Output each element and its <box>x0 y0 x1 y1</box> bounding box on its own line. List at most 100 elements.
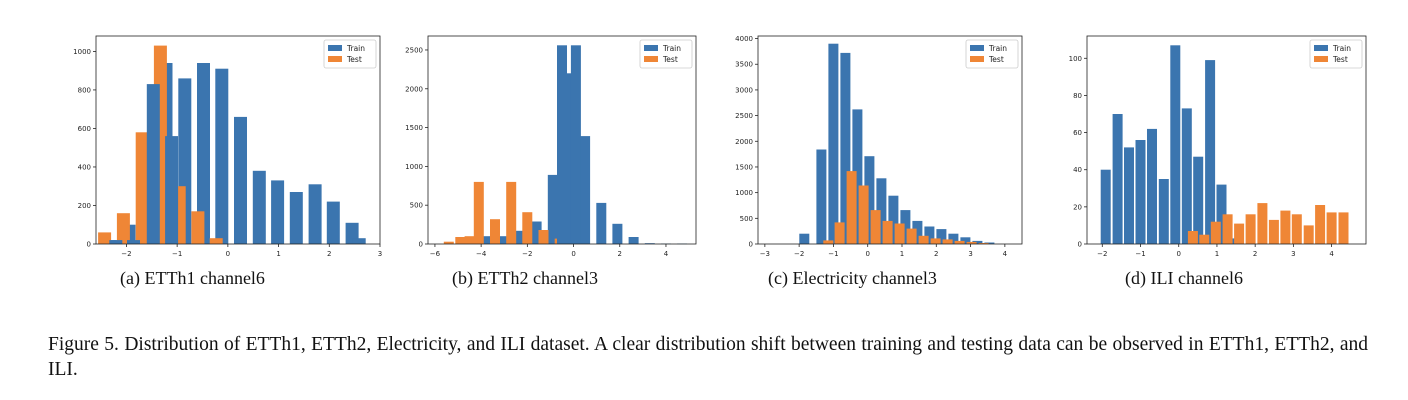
train-bar <box>146 84 160 244</box>
train-bar <box>563 73 574 244</box>
train-bar <box>816 149 827 244</box>
train-bar <box>1170 45 1181 244</box>
train-bar <box>483 236 494 244</box>
train-bar <box>1193 156 1204 244</box>
y-tick-label: 60 <box>1073 129 1082 137</box>
legend-test-swatch <box>970 56 984 62</box>
test-bar <box>455 237 466 244</box>
chart-panel-2: −3 −2 −1 0 1 2 3 4 0 500 1000 1500 2000 2500 3000 3500 4… <box>735 35 1023 258</box>
test-bar <box>464 236 475 244</box>
x-tick-label: 1 <box>900 250 904 258</box>
test-bar <box>918 235 929 244</box>
legend-test-swatch <box>1314 56 1328 62</box>
legend-train-swatch <box>644 45 658 51</box>
y-tick-label: 500 <box>410 202 423 210</box>
x-tick-label: −2 <box>522 250 532 258</box>
legend-train-swatch <box>1314 45 1328 51</box>
panel-caption-c: (c) Electricity channel3 <box>768 268 937 288</box>
x-tick-label: 2 <box>1253 250 1257 258</box>
x-tick-label: −1 <box>172 250 182 258</box>
test-bar <box>1315 205 1326 244</box>
test-bar <box>894 223 905 244</box>
test-bar <box>98 232 112 244</box>
train-bar <box>580 136 591 244</box>
train-bar <box>234 116 247 244</box>
figure-caption: Figure 5. Distribution of ETTh1, ETTh2, … <box>48 334 1368 380</box>
y-tick-label: 40 <box>1073 166 1082 174</box>
x-tick-label: 2 <box>618 250 622 258</box>
x-tick-label: −1 <box>828 250 838 258</box>
train-bar <box>1228 238 1238 244</box>
test-bar <box>870 210 881 244</box>
legend: Train Test <box>965 39 1019 69</box>
train-bar <box>570 45 581 244</box>
axes-frame <box>1086 35 1367 245</box>
x-tick-label: 0 <box>226 250 230 258</box>
y-tick-label: 2000 <box>405 85 423 93</box>
legend-train-label: Train <box>346 44 365 53</box>
y-tick-label: 2500 <box>405 46 423 54</box>
y-tick-label: 2500 <box>735 112 753 120</box>
axes-frame <box>427 35 697 245</box>
chart-panel-0: −2 −1 0 1 2 3 0 200 400 600 800 1000 Train Test <box>73 35 382 258</box>
train-bar <box>326 201 340 244</box>
x-tick-label: 3 <box>1291 250 1295 258</box>
test-bar <box>1303 225 1314 244</box>
test-bar <box>1338 212 1349 244</box>
x-tick-label: 4 <box>1003 250 1008 258</box>
test-bar <box>823 240 834 244</box>
y-tick-label: 1500 <box>735 163 753 171</box>
y-tick-label: 0 <box>419 241 423 249</box>
y-tick-label: 20 <box>1073 203 1082 211</box>
axes-frame <box>95 35 381 245</box>
train-bar <box>1124 147 1134 244</box>
train-bar <box>852 109 863 245</box>
test-bar <box>116 213 130 244</box>
y-tick-label: 500 <box>740 215 753 223</box>
test-bar <box>538 230 549 244</box>
x-tick-label: −6 <box>430 250 441 258</box>
legend-train-swatch <box>328 45 342 51</box>
train-bar <box>1112 114 1123 244</box>
train-bar <box>1181 108 1192 245</box>
legend-test-label: Test <box>988 55 1004 64</box>
y-tick-label: 3500 <box>735 61 753 69</box>
x-tick-label: 1 <box>276 250 280 258</box>
train-bar <box>1216 184 1227 244</box>
train-bar <box>628 237 639 244</box>
panel-caption-a: (a) ETTh1 channel6 <box>120 268 265 288</box>
legend-test-label: Test <box>346 55 362 64</box>
train-bar <box>864 156 875 244</box>
axes-frame <box>757 35 1023 245</box>
train-bar <box>197 63 210 244</box>
test-bar <box>1280 210 1291 244</box>
train-bar <box>289 192 303 244</box>
y-tick-label: 3000 <box>735 86 753 94</box>
legend-test-swatch <box>328 56 342 62</box>
legend: Train Test <box>323 39 377 69</box>
panel-caption-d: (d) ILI channel6 <box>1125 268 1243 288</box>
y-tick-label: 0 <box>1078 241 1082 249</box>
x-tick-label: −1 <box>1135 250 1145 258</box>
train-bar <box>924 226 935 244</box>
y-tick-label: 600 <box>78 125 91 133</box>
y-tick-label: 1500 <box>405 124 423 132</box>
y-tick-label: 200 <box>78 202 91 210</box>
train-bar <box>271 180 285 244</box>
x-tick-label: 4 <box>1329 250 1334 258</box>
test-bar <box>846 171 857 244</box>
train-bar <box>308 184 322 244</box>
legend-test-label: Test <box>1332 55 1348 64</box>
x-tick-label: −2 <box>1097 250 1107 258</box>
train-bar <box>547 174 558 244</box>
x-tick-label: 3 <box>378 250 382 258</box>
train-bar <box>215 68 229 244</box>
test-bar <box>834 222 845 244</box>
x-tick-label: −4 <box>476 250 487 258</box>
test-bar <box>1210 221 1221 244</box>
train-bar <box>252 170 266 244</box>
train-bar <box>531 221 542 244</box>
chart-panel-1: −6 −4 −2 0 2 4 0 500 1000 1500 2000 2500 Train Test <box>405 35 697 258</box>
train-bar <box>1158 179 1169 244</box>
